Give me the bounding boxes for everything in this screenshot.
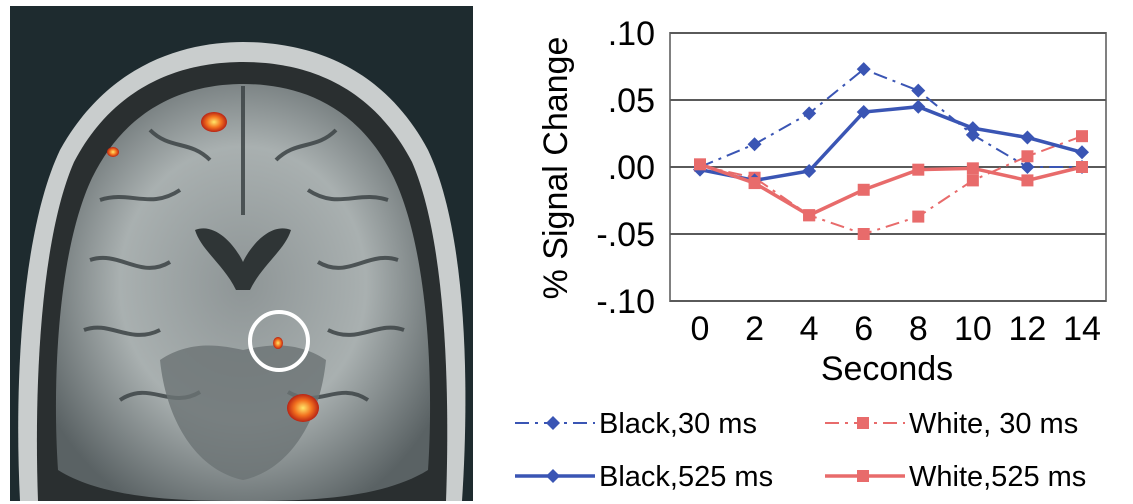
x-axis-label: Seconds: [821, 350, 953, 388]
legend-entry-0: Black,30 ms: [515, 408, 757, 440]
legend-entry-1: White, 30 ms: [825, 408, 1078, 440]
data-point: [857, 183, 870, 196]
activation-blob-bottom: [287, 394, 319, 422]
data-point: [748, 177, 761, 190]
activation-blob-circled: [273, 337, 283, 349]
data-point: [803, 209, 816, 222]
data-point: [911, 83, 926, 98]
y-tick-label: .00: [608, 149, 655, 187]
y-tick-labels: .10 .05 .00 -.05 -.10: [596, 15, 655, 321]
data-point: [1076, 130, 1088, 143]
activation-blob-left: [107, 147, 119, 157]
data-point: [911, 99, 926, 114]
data-point: [857, 228, 870, 240]
data-point: [856, 62, 871, 77]
x-tick-label: 14: [1063, 310, 1101, 348]
data-point: [856, 105, 871, 120]
data-point: [546, 469, 560, 483]
series-layer: [693, 62, 1089, 240]
y-tick-label: .05: [608, 82, 655, 120]
series-line: [699, 104, 1083, 183]
data-point: [966, 174, 979, 187]
x-tick-label: 6: [854, 310, 873, 348]
data-point: [1076, 161, 1088, 173]
data-point: [857, 470, 869, 482]
data-point: [1021, 150, 1034, 163]
series-line: [699, 135, 1083, 236]
data-point: [1020, 160, 1035, 174]
legend-entry-3: White,525 ms: [825, 461, 1086, 493]
activation-blob-top: [201, 112, 227, 132]
x-tick-label: 2: [745, 310, 764, 348]
data-point: [857, 417, 869, 429]
data-point: [1021, 174, 1034, 187]
x-tick-label: 10: [954, 310, 992, 348]
y-tick-label: -.10: [596, 283, 655, 321]
legend-label: Black,30 ms: [599, 408, 757, 440]
series-line: [699, 162, 1083, 218]
data-point: [912, 163, 925, 176]
data-point: [1020, 130, 1035, 145]
brain-mri-image: [10, 6, 473, 501]
gridlines: [670, 32, 1106, 302]
data-point: [912, 210, 925, 223]
data-point: [1075, 145, 1089, 160]
data-point: [802, 164, 817, 179]
legend-label: White, 30 ms: [909, 408, 1078, 440]
highlight-circle: [248, 310, 310, 372]
x-tick-label: 0: [691, 310, 710, 348]
mri-sulci: [83, 86, 405, 402]
legend-label: Black,525 ms: [599, 461, 773, 493]
legend: Black,30 ms White, 30 ms Black,525 ms White…: [515, 408, 1086, 493]
data-point: [965, 121, 980, 136]
legend-label: White,525 ms: [909, 461, 1086, 493]
series-line: [699, 68, 1082, 168]
data-point: [546, 416, 560, 430]
y-tick-label: .10: [608, 15, 655, 53]
x-tick-label: 12: [1009, 310, 1047, 348]
x-tick-label: 4: [800, 310, 819, 348]
x-tick-labels: 0 2 4 6 8 10 12 14: [691, 310, 1101, 348]
y-axis-label: % Signal Change: [537, 37, 575, 300]
mri-brainstem: [160, 345, 326, 480]
series-3: [694, 158, 1088, 222]
x-tick-label: 8: [909, 310, 928, 348]
data-point: [747, 137, 762, 152]
mri-brain-tissue: [55, 84, 431, 501]
legend-entry-2: Black,525 ms: [515, 461, 773, 493]
y-tick-label: -.05: [596, 216, 655, 254]
signal-change-chart: .10 .05 .00 -.05 -.10 0 2 4 6 8 10 12 14 % Signal C…: [537, 15, 1107, 388]
data-point: [802, 106, 817, 121]
mri-ventricles: [195, 228, 291, 290]
data-point: [966, 162, 979, 175]
data-point: [694, 158, 706, 171]
